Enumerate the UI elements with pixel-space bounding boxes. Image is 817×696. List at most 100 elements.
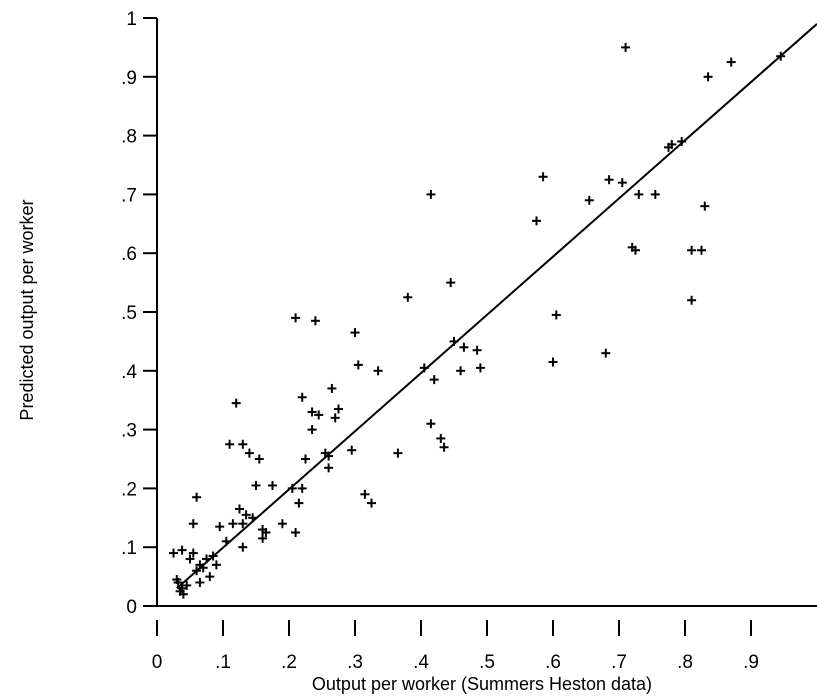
data-point bbox=[215, 522, 225, 532]
y-axis-title: Predicted output per worker bbox=[17, 199, 37, 420]
y-tick-label: .1 bbox=[121, 538, 137, 559]
y-tick-label: .6 bbox=[121, 244, 137, 265]
data-point bbox=[697, 245, 706, 255]
data-point bbox=[297, 483, 307, 493]
x-tick-label: .8 bbox=[677, 652, 693, 673]
data-point bbox=[426, 189, 436, 199]
data-point bbox=[228, 519, 238, 529]
y-tick-label: .7 bbox=[121, 185, 137, 206]
data-point bbox=[307, 407, 317, 417]
data-point bbox=[426, 419, 436, 429]
data-point bbox=[353, 360, 363, 370]
data-point bbox=[324, 463, 334, 473]
data-point bbox=[330, 413, 340, 423]
y-tick-label: .2 bbox=[121, 479, 137, 500]
y-tick-label: 0 bbox=[126, 597, 137, 618]
data-point bbox=[241, 510, 251, 520]
y-tick-label: 1 bbox=[126, 9, 137, 30]
data-point bbox=[538, 172, 548, 182]
data-point bbox=[631, 245, 640, 255]
data-point bbox=[268, 480, 277, 490]
data-point bbox=[225, 439, 235, 449]
data-point bbox=[429, 375, 439, 385]
data-point bbox=[291, 528, 301, 537]
data-point bbox=[667, 139, 677, 149]
data-point bbox=[177, 545, 187, 555]
data-point bbox=[726, 57, 736, 67]
data-point bbox=[700, 201, 710, 211]
data-point bbox=[314, 410, 324, 420]
data-point bbox=[446, 278, 456, 288]
x-tick-label: .2 bbox=[281, 652, 297, 673]
data-point bbox=[188, 548, 198, 558]
fit-line bbox=[176, 23, 817, 590]
data-point bbox=[776, 51, 786, 61]
data-point bbox=[650, 189, 660, 199]
data-point bbox=[297, 392, 307, 402]
data-point bbox=[347, 445, 357, 455]
data-point bbox=[188, 519, 198, 529]
data-point bbox=[238, 519, 248, 529]
data-point bbox=[677, 136, 687, 146]
data-point bbox=[307, 425, 317, 435]
data-point bbox=[310, 316, 320, 326]
data-point bbox=[334, 404, 343, 414]
data-point bbox=[208, 551, 218, 561]
data-point bbox=[634, 189, 644, 199]
x-tick-label: .5 bbox=[479, 652, 495, 673]
y-tick-label: .9 bbox=[121, 68, 137, 89]
data-point bbox=[294, 498, 304, 508]
data-point bbox=[403, 292, 413, 302]
data-point bbox=[687, 295, 697, 305]
data-point bbox=[244, 448, 254, 458]
data-point bbox=[169, 548, 178, 558]
data-point bbox=[248, 513, 258, 523]
y-tick-label: .8 bbox=[121, 127, 137, 148]
data-point bbox=[604, 175, 614, 185]
x-tick-label: .3 bbox=[347, 652, 363, 673]
data-point bbox=[192, 566, 202, 576]
data-point bbox=[251, 480, 261, 490]
data-points bbox=[169, 42, 786, 599]
x-tick-label: .9 bbox=[743, 652, 759, 673]
data-point bbox=[472, 345, 482, 355]
data-point bbox=[327, 383, 337, 393]
data-point bbox=[459, 342, 469, 352]
x-tick-label: .1 bbox=[215, 652, 231, 673]
data-point bbox=[584, 195, 594, 205]
data-point bbox=[235, 504, 244, 514]
data-point bbox=[254, 454, 264, 464]
data-point bbox=[456, 366, 466, 376]
data-point bbox=[211, 560, 221, 570]
data-point bbox=[621, 42, 631, 52]
data-point bbox=[287, 483, 297, 493]
data-point bbox=[221, 536, 231, 546]
data-point bbox=[277, 519, 287, 529]
data-point bbox=[449, 336, 459, 346]
data-point bbox=[703, 72, 713, 82]
data-point bbox=[178, 589, 188, 599]
x-tick-label: .4 bbox=[413, 652, 429, 673]
x-tick-label: 0 bbox=[152, 652, 163, 673]
y-ticks: 0 .1 .2 .3 .4 .5 .6 .7 .8 .9 1 bbox=[121, 9, 157, 618]
data-point bbox=[205, 572, 215, 582]
y-tick-label: .5 bbox=[121, 303, 137, 324]
x-ticks: 0 .1 .2 .3 .4 .5 .6 .7 .8 .9 bbox=[152, 620, 759, 673]
data-point bbox=[324, 451, 334, 461]
data-point bbox=[198, 563, 208, 573]
data-point bbox=[261, 528, 271, 537]
data-point bbox=[173, 577, 183, 587]
data-point bbox=[436, 433, 446, 443]
data-point bbox=[475, 363, 485, 373]
x-tick-label: .7 bbox=[611, 652, 627, 673]
x-tick-label: .6 bbox=[545, 652, 561, 673]
data-point bbox=[548, 357, 558, 367]
data-point bbox=[551, 310, 561, 320]
data-point bbox=[258, 533, 268, 543]
data-point bbox=[192, 492, 202, 502]
data-point bbox=[301, 454, 310, 464]
data-point bbox=[195, 577, 205, 587]
data-point bbox=[601, 348, 611, 358]
data-point bbox=[238, 542, 248, 552]
